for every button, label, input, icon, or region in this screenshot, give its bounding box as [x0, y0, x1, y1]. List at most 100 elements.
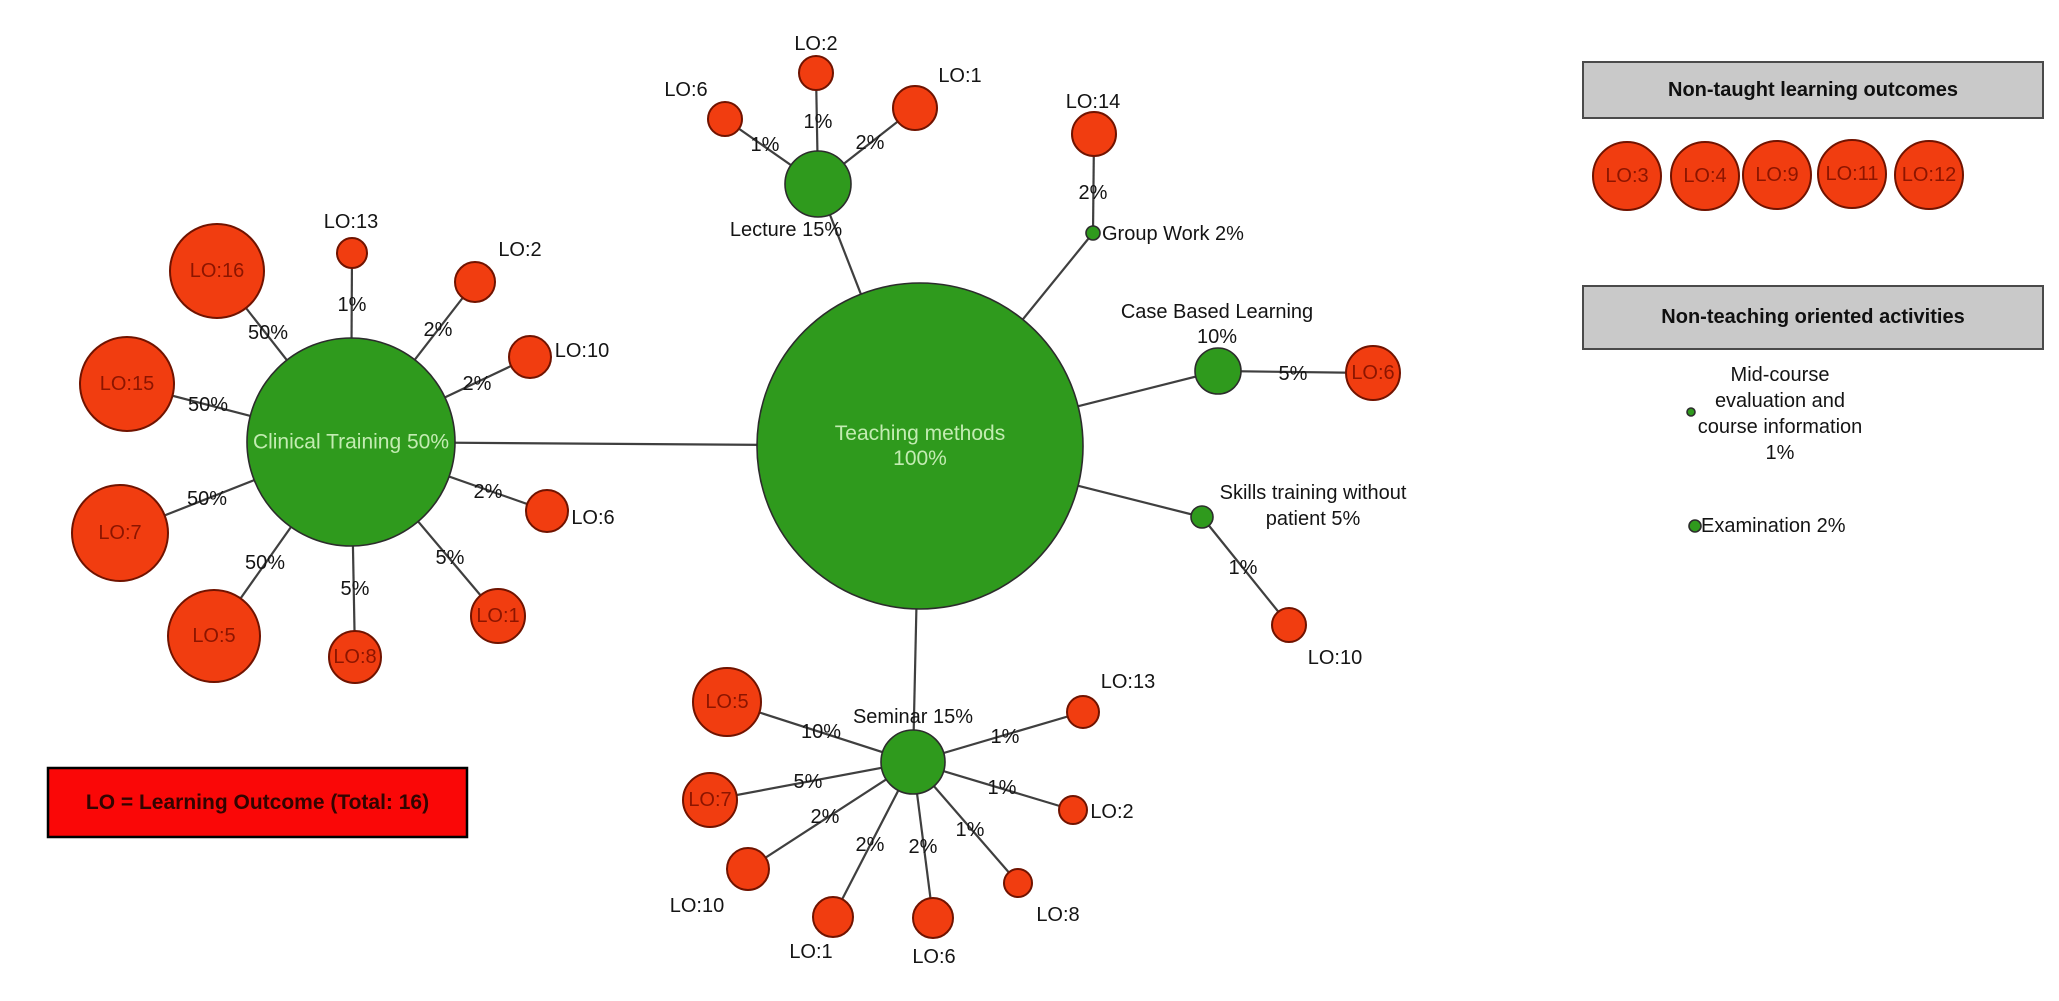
dot-midcourse: [1686, 407, 1696, 417]
non-taught-node-4: [1894, 140, 1964, 210]
label-cbl: Case Based Learning: [1121, 301, 1313, 323]
label-midcourse: Mid-course: [1731, 364, 1830, 386]
non-taught-node-0: [1592, 141, 1662, 211]
node-clin-lo16: [169, 223, 265, 319]
edge-label-clinical-clin-lo5: 50%: [245, 552, 285, 574]
label-sem-lo8: LO:8: [1036, 904, 1079, 926]
label-clin-lo5: LO:5: [192, 625, 235, 647]
edge-label-lecture-lec-lo1: 2%: [856, 132, 885, 154]
non-taught-label-0: LO:3: [1605, 165, 1648, 187]
node-lec-lo6: [707, 101, 743, 137]
label-teaching: 100%: [893, 447, 947, 470]
label-clin-lo16: LO:16: [190, 260, 244, 282]
node-sem-lo5: [692, 667, 762, 737]
label-sem-lo6: LO:6: [912, 946, 955, 968]
labels-layer: 50%1%2%50%2%50% 2%50%5%5%1%1%2%2%5%1%10%5…: [98, 33, 1406, 968]
label-skills: patient 5%: [1266, 508, 1361, 530]
node-sem-lo8: [1003, 868, 1033, 898]
edge-label-seminar-sem-lo10: 2%: [811, 806, 840, 828]
label-skl-lo10: LO:10: [1308, 647, 1362, 669]
node-sem-lo2: [1058, 795, 1088, 825]
label-midcourse: evaluation and: [1715, 390, 1845, 412]
label-clinical: Clinical Training 50%: [253, 431, 449, 454]
node-clin-lo2: [454, 261, 496, 303]
edge-label-clinical-clin-lo13: 1%: [338, 294, 367, 316]
non-taught-label-4: LO:12: [1902, 164, 1956, 186]
label-examination: Examination 2%: [1701, 515, 1846, 537]
node-cbl: [1194, 347, 1242, 395]
label-clin-lo15: LO:15: [100, 373, 154, 395]
label-sem-lo1: LO:1: [789, 941, 832, 963]
label-sem-lo5: LO:5: [705, 691, 748, 713]
edge-label-clinical-clin-lo16: 50%: [248, 322, 288, 344]
edge-label-seminar-sem-lo6: 2%: [909, 836, 938, 858]
node-lec-lo1: [892, 85, 938, 131]
edge-label-clinical-clin-lo15: 50%: [188, 394, 228, 416]
edge-skills-skl-lo10: [1201, 516, 1290, 626]
label-lecture: Lecture 15%: [730, 219, 843, 241]
node-cbl-lo6: [1345, 345, 1401, 401]
edge-label-clinical-clin-lo8: 5%: [341, 578, 370, 600]
label-groupwork: Group Work 2%: [1102, 223, 1244, 245]
node-clin-lo1: [470, 588, 526, 644]
node-clin-lo5: [167, 589, 261, 683]
edge-label-clinical-clin-lo2: 2%: [424, 319, 453, 341]
label-clin-lo13: LO:13: [324, 211, 378, 233]
legend-layer: Non-taught learning outcomes LO:3 LO:4 LO:9…: [46, 61, 2044, 839]
label-lec-lo2: LO:2: [794, 33, 837, 55]
non-taught-header-box: [1582, 61, 2044, 119]
label-cbl: 10%: [1197, 326, 1237, 348]
label-clin-lo6: LO:6: [571, 507, 614, 529]
label-lec-lo1: LO:1: [938, 65, 981, 87]
label-sem-lo13: LO:13: [1101, 671, 1155, 693]
node-teaching: [756, 282, 1084, 610]
label-sem-lo7: LO:7: [688, 789, 731, 811]
edge-label-seminar-sem-lo7: 5%: [794, 771, 823, 793]
label-midcourse: 1%: [1766, 442, 1795, 464]
label-seminar: Seminar 15%: [853, 706, 973, 728]
edge-label-clinical-clin-lo1: 5%: [436, 547, 465, 569]
label-skills: Skills training without: [1220, 482, 1407, 504]
lo-note-text: LO = Learning Outcome (Total: 16): [86, 791, 429, 814]
edge-label-lecture-lec-lo6: 1%: [751, 134, 780, 156]
label-teaching: Teaching methods: [835, 422, 1005, 445]
node-clin-lo13: [336, 237, 368, 269]
edge-label-lecture-lec-lo2: 1%: [804, 111, 833, 133]
non-taught-node-3: [1817, 139, 1887, 209]
node-grp-lo14: [1071, 111, 1117, 157]
node-sem-lo1: [812, 896, 854, 938]
edge-seminar-sem-lo7: [709, 760, 914, 802]
label-clin-lo7: LO:7: [98, 522, 141, 544]
edge-label-seminar-sem-lo13: 1%: [991, 726, 1020, 748]
node-lec-lo2: [798, 55, 834, 91]
label-cbl-lo6: LO:6: [1351, 362, 1394, 384]
node-clin-lo7: [71, 484, 169, 582]
label-clin-lo2: LO:2: [498, 239, 541, 261]
node-clinical: [246, 337, 456, 547]
label-sem-lo10: LO:10: [670, 895, 724, 917]
edge-label-clinical-clin-lo6: 2%: [474, 481, 503, 503]
label-clin-lo8: LO:8: [333, 646, 376, 668]
non-taught-header-title: Non-taught learning outcomes: [1668, 79, 1958, 101]
label-lec-lo6: LO:6: [664, 79, 707, 101]
node-sem-lo10: [726, 847, 770, 891]
node-skills: [1190, 505, 1214, 529]
edge-label-skills-skl-lo10: 1%: [1229, 557, 1258, 579]
dot-examination: [1688, 519, 1702, 533]
non-taught-label-2: LO:9: [1755, 164, 1798, 186]
node-clin-lo15: [79, 336, 175, 432]
non-taught-label-1: LO:4: [1683, 165, 1726, 187]
edge-label-clinical-clin-lo10: 2%: [463, 373, 492, 395]
non-taught-node-1: [1670, 141, 1740, 211]
edge-label-seminar-sem-lo8: 1%: [956, 819, 985, 841]
label-clin-lo10: LO:10: [555, 340, 609, 362]
node-sem-lo13: [1066, 695, 1100, 729]
node-lecture: [784, 150, 852, 218]
non-taught-node-2: [1742, 140, 1812, 210]
node-clin-lo8: [328, 630, 382, 684]
edge-label-seminar-sem-lo1: 2%: [856, 834, 885, 856]
label-grp-lo14: LO:14: [1066, 91, 1120, 113]
non-taught-label-3: LO:11: [1826, 163, 1879, 185]
